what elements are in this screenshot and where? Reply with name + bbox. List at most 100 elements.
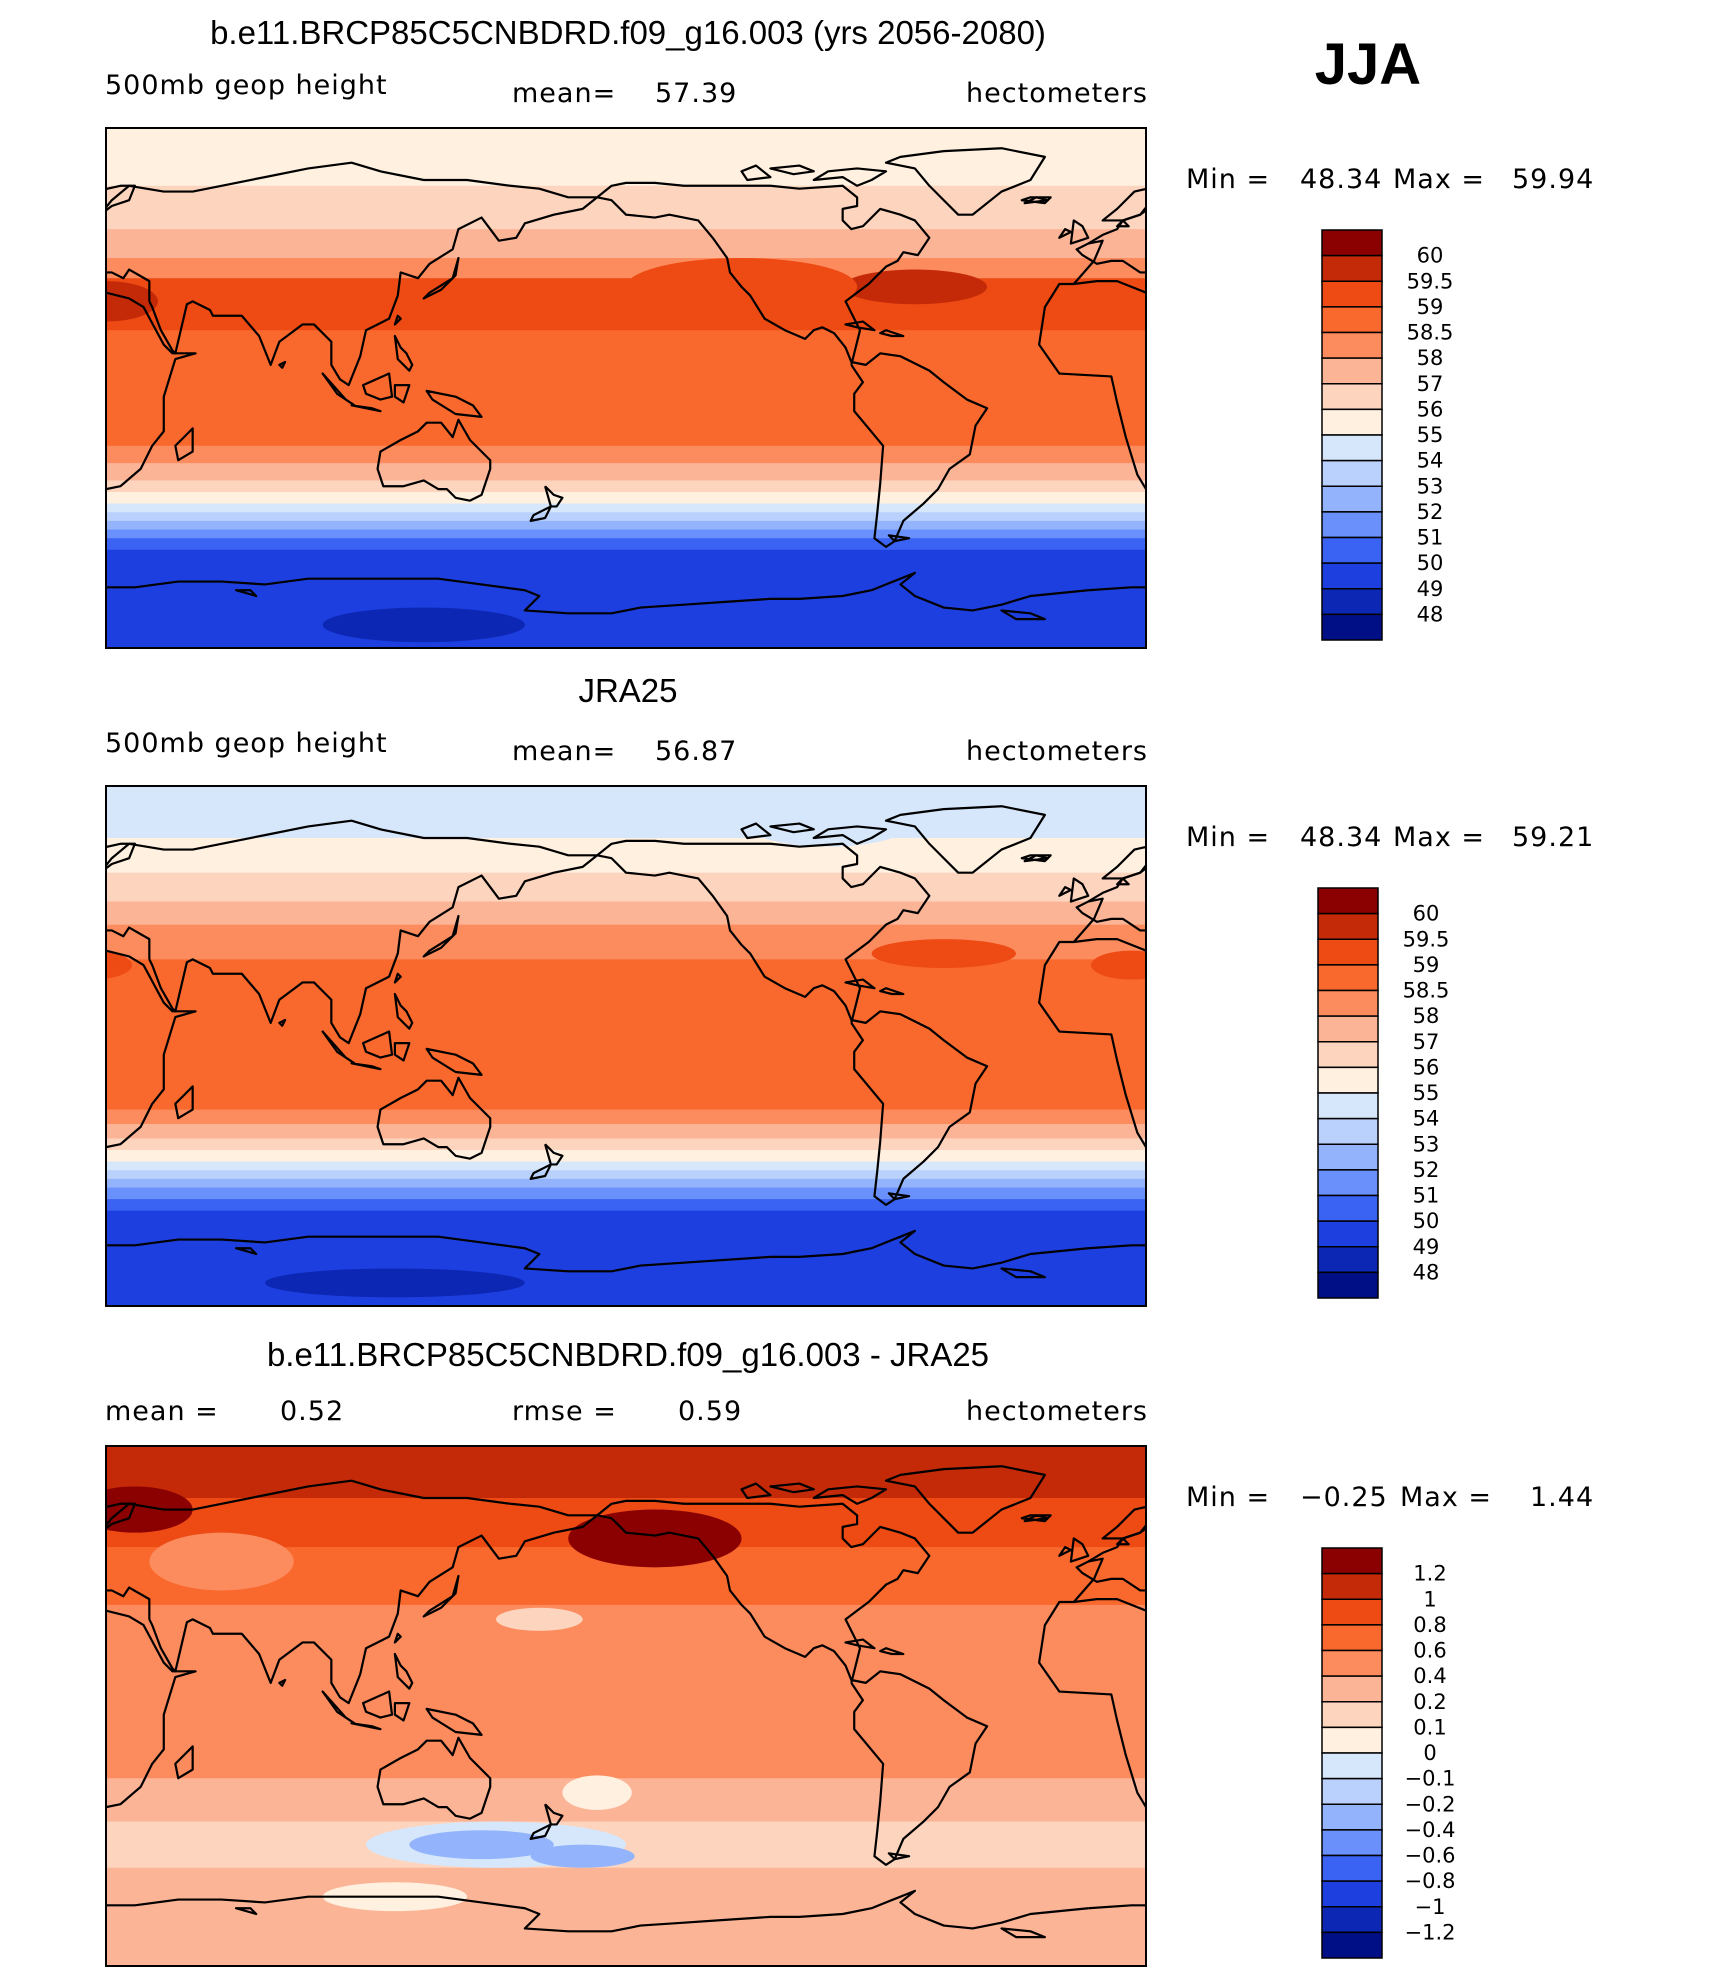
field-band: [106, 1109, 1146, 1125]
colorbar-tick-label: 50: [1417, 551, 1444, 575]
field-band: [106, 185, 1146, 230]
colorbar-tick-label: 58.5: [1403, 979, 1450, 1003]
panel-diff-colorbar: 1.210.80.60.40.20.10−0.1−0.2−0.4−0.6−0.8…: [1321, 1547, 1456, 1959]
colorbar-tick-label: 0.2: [1413, 1690, 1446, 1714]
colorbar-box: [1321, 1624, 1383, 1652]
panel-diff: b.e11.BRCP85C5CNBDRD.f09_g16.003 - JRA25…: [105, 1336, 1594, 1967]
colorbar-box: [1321, 1906, 1383, 1934]
colorbar-tick-label: 55: [1417, 423, 1444, 447]
field-band: [106, 492, 1146, 505]
field-band: [106, 330, 1146, 447]
panel-obs-min-label: Min =: [1186, 822, 1270, 853]
panel-model-max-value: 59.94: [1512, 164, 1594, 195]
colorbar-tick-label: −0.1: [1405, 1767, 1456, 1791]
colorbar-tick-label: 0.8: [1413, 1613, 1446, 1637]
panel-model-units: hectometers: [966, 78, 1148, 109]
field-band: [106, 1867, 1146, 1915]
panel-diff-max-value: 1.44: [1530, 1482, 1594, 1513]
field-band: [106, 229, 1146, 259]
field-band: [106, 520, 1146, 531]
colorbar-tick-label: 0.6: [1413, 1639, 1446, 1663]
panel-obs-mean-value: 56.87: [655, 736, 737, 767]
colorbar-tick-label: −0.8: [1405, 1869, 1456, 1893]
panel-diff-min-label: Min =: [1186, 1482, 1270, 1513]
colorbar-tick-label: 56: [1413, 1055, 1440, 1079]
colorbar-tick-label: −1: [1415, 1895, 1446, 1919]
colorbar-tick-label: 0.4: [1413, 1664, 1446, 1688]
colorbar-box: [1321, 1803, 1383, 1831]
field-band: [106, 901, 1146, 926]
field-band: [106, 512, 1146, 522]
field-band: [106, 1161, 1146, 1171]
field-anomaly: [871, 939, 1016, 968]
panel-model-map: [105, 127, 1147, 649]
colorbar-box: [1321, 511, 1383, 539]
panel-diff-rmse-label: rmse =: [512, 1396, 617, 1427]
panel-obs-units: hectometers: [966, 736, 1148, 767]
colorbar-tick-label: 48: [1417, 602, 1444, 626]
colorbar-box: [1317, 1271, 1379, 1299]
field-anomaly: [530, 1844, 635, 1868]
field-band: [106, 480, 1146, 493]
panel-model-mean-label: mean=: [512, 78, 616, 109]
panel-model-min-label: Min =: [1186, 164, 1270, 195]
colorbar-tick-label: 51: [1417, 526, 1444, 550]
panel-model-max-label: Max =: [1393, 164, 1485, 195]
colorbar-tick-label: 1: [1423, 1587, 1436, 1611]
colorbar-box: [1321, 459, 1383, 487]
panel-obs-max-value: 59.21: [1512, 822, 1594, 853]
field-band: [106, 128, 1146, 187]
colorbar-tick-label: 54: [1417, 449, 1444, 473]
colorbar-tick-label: −0.2: [1405, 1792, 1456, 1816]
colorbar-tick-label: −1.2: [1405, 1920, 1456, 1944]
colorbar-box: [1317, 887, 1379, 915]
colorbar-tick-label: 53: [1417, 474, 1444, 498]
colorbar-tick-label: 60: [1417, 244, 1444, 268]
field-band: [106, 1178, 1146, 1189]
panel-obs-mean-label: mean=: [512, 736, 616, 767]
field-band: [106, 503, 1146, 513]
panel-diff-min-value: −0.25: [1300, 1482, 1388, 1513]
field-band: [106, 549, 1146, 648]
colorbar-box: [1321, 1854, 1383, 1882]
field-anomaly: [149, 1532, 294, 1591]
field-band: [106, 1124, 1146, 1139]
colorbar-box: [1317, 912, 1379, 940]
colorbar-box: [1321, 485, 1383, 513]
colorbar-box: [1321, 254, 1383, 282]
colorbar-box: [1321, 1931, 1383, 1959]
colorbar-box: [1321, 536, 1383, 564]
colorbar-tick-label: −0.4: [1405, 1818, 1456, 1842]
colorbar-box: [1321, 229, 1383, 257]
field-anomaly: [741, 794, 915, 847]
panel-diff-rmse-value: 0.59: [678, 1396, 742, 1427]
colorbar-tick-label: 50: [1413, 1209, 1440, 1233]
colorbar-box: [1317, 938, 1379, 966]
panel-diff-units: hectometers: [966, 1396, 1148, 1427]
colorbar-box: [1317, 1194, 1379, 1222]
colorbar-tick-label: 57: [1417, 372, 1444, 396]
colorbar-box: [1321, 331, 1383, 359]
field-band: [106, 1199, 1146, 1212]
field-band: [106, 445, 1146, 464]
panel-obs-title: JRA25: [578, 672, 677, 709]
colorbar-box: [1321, 588, 1383, 616]
map-frame: [105, 1445, 1147, 1967]
colorbar-box: [1321, 613, 1383, 641]
colorbar-tick-label: 48: [1413, 1260, 1440, 1284]
colorbar-box: [1317, 1092, 1379, 1120]
field-band: [106, 838, 1146, 874]
season-label: JJA: [1315, 32, 1421, 97]
colorbar-box: [1321, 1752, 1383, 1780]
colorbar-tick-label: 51: [1413, 1184, 1440, 1208]
field-anomaly: [106, 951, 132, 979]
colorbar-box: [1321, 357, 1383, 385]
panel-obs-min-value: 48.34: [1300, 822, 1382, 853]
field-band: [106, 1187, 1146, 1200]
colorbar-tick-label: 1.2: [1413, 1562, 1446, 1586]
panel-diff-mean-label: mean =: [105, 1396, 219, 1427]
field-band: [106, 1170, 1146, 1180]
field-anomaly: [495, 1607, 583, 1631]
field-band: [106, 1210, 1146, 1306]
colorbar-box: [1317, 1169, 1379, 1197]
